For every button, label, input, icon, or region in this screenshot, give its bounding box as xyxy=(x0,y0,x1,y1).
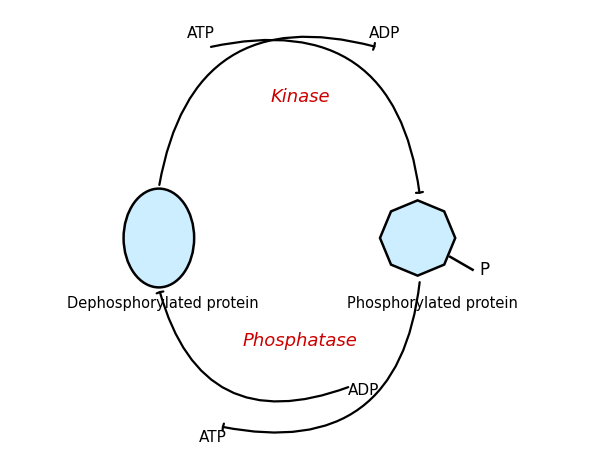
Polygon shape xyxy=(380,200,455,276)
Text: ATP: ATP xyxy=(199,430,227,446)
Text: ADP: ADP xyxy=(348,383,379,398)
Ellipse shape xyxy=(124,188,194,288)
Text: Dephosphorylated protein: Dephosphorylated protein xyxy=(67,297,259,311)
Text: P: P xyxy=(479,261,490,279)
Text: ADP: ADP xyxy=(369,26,400,41)
Text: Kinase: Kinase xyxy=(270,88,330,106)
Text: ATP: ATP xyxy=(187,26,215,41)
Text: Phosphatase: Phosphatase xyxy=(242,333,358,350)
Text: Phosphorylated protein: Phosphorylated protein xyxy=(347,297,518,311)
